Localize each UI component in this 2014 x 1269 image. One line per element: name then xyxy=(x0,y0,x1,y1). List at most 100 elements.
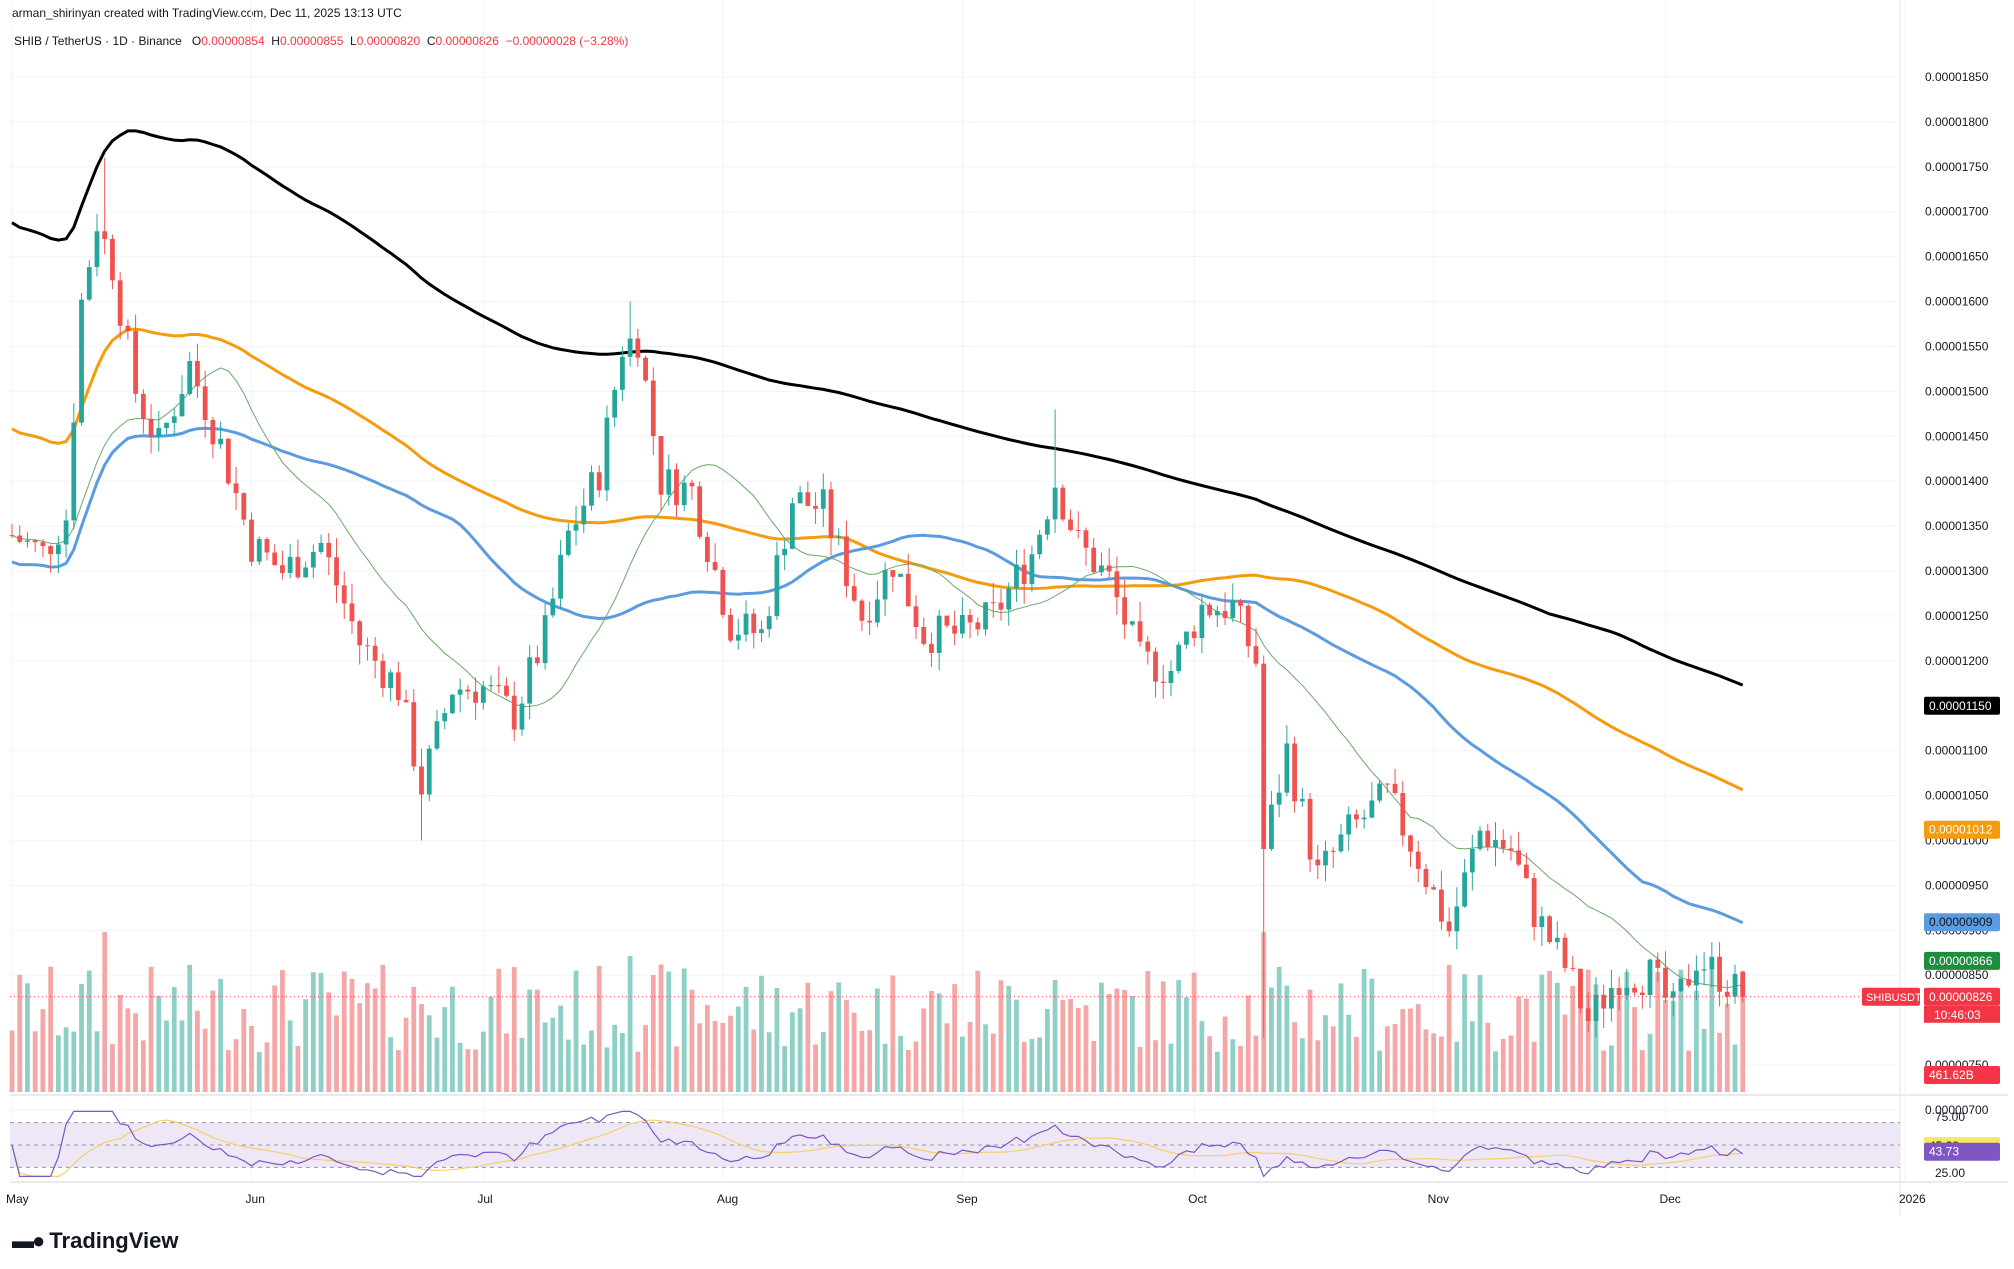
volume-bar xyxy=(944,1023,950,1092)
volume-bar xyxy=(681,968,687,1092)
candle-body xyxy=(1083,530,1089,548)
volume-bar xyxy=(179,1020,185,1092)
volume-bar xyxy=(674,1046,679,1092)
price-tick-label: 0.00001200 xyxy=(1925,654,1989,668)
candle-body xyxy=(1655,959,1661,968)
volume-bar xyxy=(1338,983,1344,1092)
candle-body xyxy=(1330,850,1336,852)
volume-bar xyxy=(210,990,216,1092)
volume-bar xyxy=(1608,1045,1614,1092)
volume-bar xyxy=(1578,975,1583,1092)
volume-bar xyxy=(1014,999,1019,1092)
candle-body xyxy=(457,689,463,695)
price-tick-label: 0.00001750 xyxy=(1925,160,1989,174)
candle-body xyxy=(1408,835,1413,852)
rsi-pane xyxy=(10,1110,1900,1178)
volume-bar xyxy=(1276,966,1282,1092)
volume-bar xyxy=(1083,1005,1089,1092)
volume-bar xyxy=(1284,985,1290,1092)
volume-bar xyxy=(442,1007,448,1092)
volume-bar xyxy=(1423,1029,1429,1092)
volume-bar xyxy=(1122,989,1128,1092)
candle-body xyxy=(1346,814,1352,835)
price-tick-label: 0.00001250 xyxy=(1925,609,1989,623)
candle-body xyxy=(357,621,363,646)
candle-body xyxy=(952,625,958,634)
volume-bar xyxy=(998,980,1004,1092)
volume-bar xyxy=(1616,996,1622,1092)
volume-bar xyxy=(326,992,332,1092)
time-tick-label: Nov xyxy=(1428,1192,1449,1206)
candle-body xyxy=(1114,571,1120,598)
symbol-info[interactable]: SHIB / TetherUS · 1D · Binance xyxy=(14,34,182,48)
candle-body xyxy=(1052,487,1058,520)
volume-bar xyxy=(164,1020,169,1092)
candle-body xyxy=(1106,565,1112,572)
candle-body xyxy=(1608,988,1614,1009)
candle-body xyxy=(110,238,115,281)
candle-body xyxy=(86,267,92,300)
volume-bar xyxy=(1068,998,1073,1092)
volume-bar xyxy=(1222,1016,1228,1092)
volume-bar xyxy=(1369,978,1375,1092)
volume-bar xyxy=(1377,1050,1382,1092)
rsi-tick-label: 25.00 xyxy=(1935,1166,1965,1180)
volume-bar xyxy=(110,1044,115,1092)
volume-bar xyxy=(1724,1003,1730,1092)
volume-bar xyxy=(1562,1014,1568,1092)
candle-body xyxy=(1006,588,1012,610)
price-tick-label: 0.00000700 xyxy=(1925,1103,1989,1117)
candle-body xyxy=(1222,611,1228,618)
candle-body xyxy=(1678,979,1684,992)
candle-body xyxy=(1647,959,1653,995)
candle-body xyxy=(1616,988,1622,996)
candle-body xyxy=(326,542,332,558)
volume-bar xyxy=(1500,1038,1506,1092)
volume-bar xyxy=(704,1005,710,1092)
candle-body xyxy=(774,555,780,617)
candle-body xyxy=(280,565,285,573)
candle-body xyxy=(867,620,873,623)
candle-body xyxy=(1732,973,1738,997)
low-value: 0.00000820 xyxy=(356,34,421,48)
volume-bar xyxy=(1493,1051,1498,1092)
candle-body xyxy=(929,643,934,653)
volume-bar xyxy=(357,1003,363,1092)
candle-body xyxy=(1307,798,1313,860)
volume-bar xyxy=(264,1042,270,1092)
volume-bar xyxy=(797,1008,803,1092)
candle-body xyxy=(674,469,679,506)
candle-body xyxy=(704,536,710,562)
candle-body xyxy=(32,540,38,543)
volume-bar xyxy=(488,996,494,1092)
candle-body xyxy=(1493,839,1498,848)
volume-bar xyxy=(1184,997,1189,1092)
rsi-ma-line xyxy=(11,1119,1743,1177)
candle-body xyxy=(913,606,919,627)
price-badges: 0.00001150 0.00001012 0.00000909 0.00000866… xyxy=(10,696,2000,1161)
volume-bar xyxy=(1663,999,1668,1092)
candle-body xyxy=(434,721,440,749)
volume-bar xyxy=(1292,1022,1297,1092)
candle-body xyxy=(450,694,455,714)
candle-body xyxy=(1693,970,1699,986)
candle-body xyxy=(1021,564,1027,585)
ma20-line xyxy=(11,367,1743,989)
volume-bar xyxy=(140,1040,146,1092)
tradingview-logo[interactable]: ▬● TradingView xyxy=(12,1228,178,1254)
candle-body xyxy=(156,428,162,437)
symbol-badge: SHIBUSDT xyxy=(1866,992,1922,1004)
volume-bar xyxy=(1029,1038,1035,1092)
candle-body xyxy=(1547,916,1552,943)
candle-body xyxy=(334,557,339,586)
candle-body xyxy=(689,482,695,487)
volume-bar xyxy=(457,1042,463,1092)
volume-bar xyxy=(643,1025,648,1092)
candle-body xyxy=(1709,956,1715,970)
volume-bar xyxy=(17,974,23,1092)
volume-bar xyxy=(117,995,123,1092)
volume-bar xyxy=(805,982,811,1092)
volume-bar xyxy=(658,964,664,1092)
candle-body xyxy=(125,325,131,332)
